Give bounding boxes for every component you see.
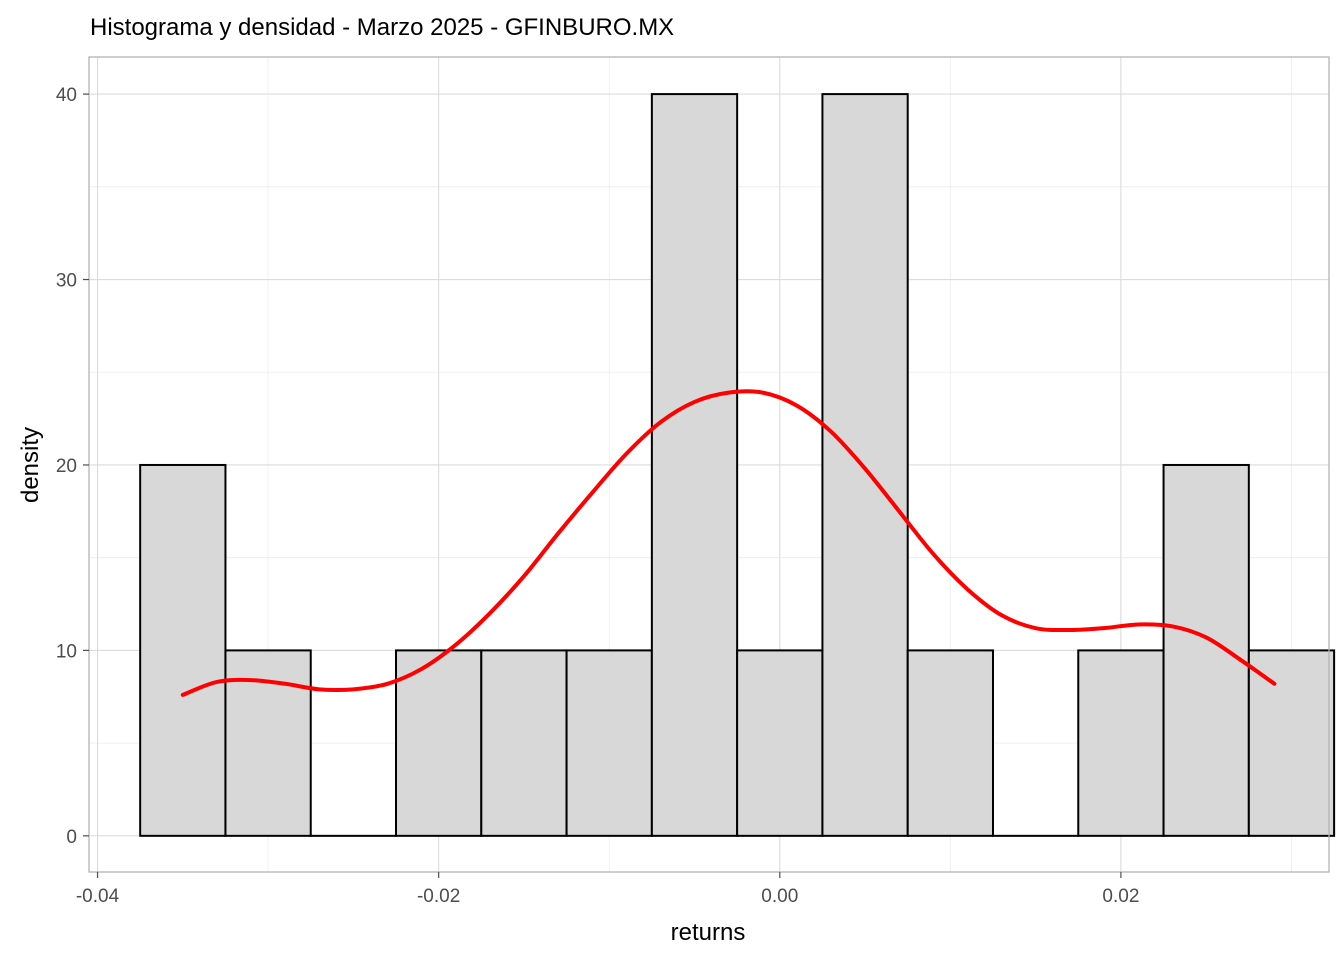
x-axis: -0.04 -0.02 0.00 0.02 bbox=[76, 872, 1139, 907]
histogram-bar-13 bbox=[1247, 649, 1336, 837]
chart-title: Histograma y densidad - Marzo 2025 - GFI… bbox=[90, 14, 674, 41]
histogram-bars bbox=[139, 93, 1336, 837]
y-tick-label-4: 40 bbox=[56, 85, 77, 106]
y-tick-label-2: 20 bbox=[56, 456, 77, 477]
histogram-bar-5 bbox=[565, 649, 653, 837]
histogram-bar-4 bbox=[480, 649, 568, 837]
density-curve bbox=[180, 389, 1277, 697]
histogram-bar-8 bbox=[821, 93, 909, 837]
y-axis: 0 10 20 30 40 bbox=[56, 85, 89, 848]
histogram-bar-9 bbox=[906, 649, 994, 837]
x-tick-label-1: -0.02 bbox=[417, 886, 460, 907]
y-tick-label-1: 10 bbox=[56, 641, 77, 662]
y-tick-label-3: 30 bbox=[56, 271, 77, 292]
x-axis-title: returns bbox=[671, 919, 746, 946]
x-tick-label-0: -0.04 bbox=[76, 886, 120, 907]
histogram-bar-12 bbox=[1162, 463, 1250, 837]
histogram-bar-6 bbox=[650, 93, 739, 837]
histogram-bar-11 bbox=[1077, 649, 1165, 837]
y-axis-title: density bbox=[17, 427, 44, 503]
x-tick-label-2: 0.00 bbox=[761, 886, 798, 907]
x-tick-label-3: 0.02 bbox=[1102, 886, 1139, 907]
histogram-bar-3 bbox=[395, 649, 483, 837]
histogram-bar-0 bbox=[139, 463, 227, 837]
histogram-bar-7 bbox=[736, 649, 824, 837]
y-tick-label-0: 0 bbox=[66, 827, 77, 848]
